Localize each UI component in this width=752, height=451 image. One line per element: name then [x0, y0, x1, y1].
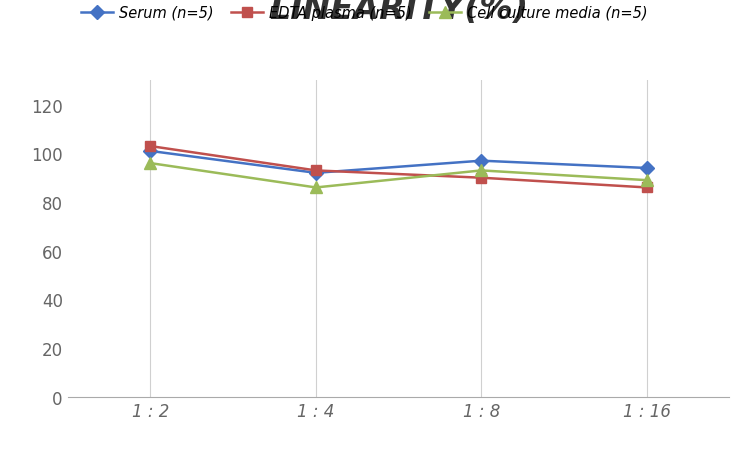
Line: EDTA plasma (n=5): EDTA plasma (n=5): [146, 142, 651, 193]
EDTA plasma (n=5): [477, 175, 486, 181]
EDTA plasma (n=5): [311, 168, 320, 174]
Cell culture media (n=5): [642, 178, 651, 184]
EDTA plasma (n=5): [146, 144, 155, 149]
Cell culture media (n=5): [311, 185, 320, 191]
EDTA plasma (n=5): [642, 185, 651, 191]
Legend: Serum (n=5), EDTA plasma (n=5), Cell culture media (n=5): Serum (n=5), EDTA plasma (n=5), Cell cul…: [75, 0, 653, 27]
Serum (n=5): [311, 171, 320, 176]
Cell culture media (n=5): [146, 161, 155, 166]
Title: LINEARITY(%): LINEARITY(%): [269, 0, 528, 26]
Line: Serum (n=5): Serum (n=5): [146, 147, 651, 178]
Line: Cell culture media (n=5): Cell culture media (n=5): [145, 158, 652, 193]
Serum (n=5): [642, 166, 651, 171]
Cell culture media (n=5): [477, 168, 486, 174]
Serum (n=5): [146, 149, 155, 154]
Serum (n=5): [477, 159, 486, 164]
